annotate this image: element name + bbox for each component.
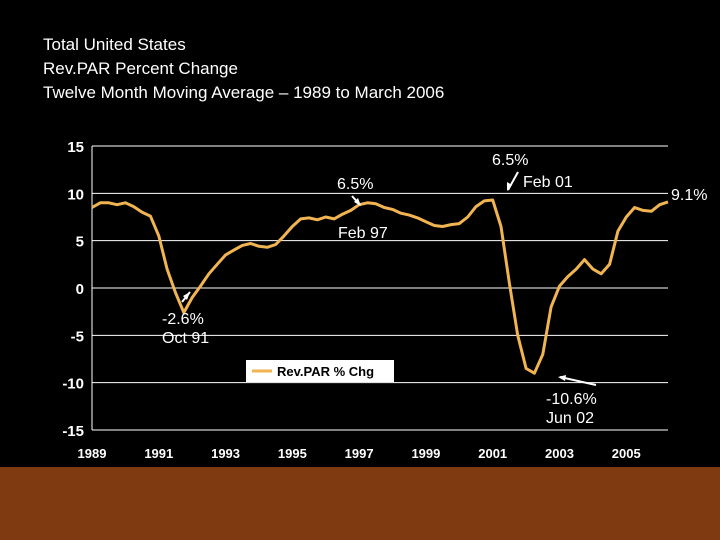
arrowhead-jun02 [558, 375, 566, 381]
annotation-jun02-date: Jun 02 [546, 410, 594, 427]
series-layer [91, 198, 669, 375]
annotation-oct91-value: -2.6% [162, 311, 204, 328]
annotation-arrowheads [183, 182, 566, 381]
annotation-feb97-date: Feb 97 [338, 225, 388, 242]
annotation-feb97-value: 6.5% [337, 176, 373, 193]
x-tick-label: 2003 [545, 446, 574, 461]
title-line-2: Rev.PAR Percent Change [43, 59, 238, 78]
chart-title: Total United States Rev.PAR Percent Chan… [43, 33, 444, 105]
revpar-line-chart: 15 10 5 0 -5 -10 -15 1989 1991 1993 1995 1997 1999 2… [62, 139, 707, 461]
annotation-arrows [181, 171, 597, 386]
y-tick-label: -5 [71, 328, 84, 345]
y-tick-label: 15 [67, 139, 84, 156]
y-tick-label: 10 [67, 186, 84, 203]
x-tick-label: 1997 [345, 446, 374, 461]
grid-lines [91, 145, 668, 431]
arrowhead-feb01 [507, 182, 512, 191]
x-tick-label: 1989 [78, 446, 107, 461]
y-tick-label: 0 [76, 281, 84, 298]
y-axis-ticks: 15 10 5 0 -5 -10 -15 [62, 139, 84, 440]
series-line-revpar [91, 198, 669, 375]
annotation-feb01-value: 6.5% [492, 152, 528, 169]
y-tick-label: -10 [62, 376, 84, 393]
y-tick-label: 5 [76, 234, 84, 251]
x-tick-label: 1993 [211, 446, 240, 461]
title-line-1: Total United States [43, 35, 186, 54]
legend: Rev.PAR % Chg [246, 360, 394, 382]
annotation-oct91-date: Oct 91 [162, 330, 209, 347]
annotation-feb01-date: Feb 01 [523, 174, 573, 191]
x-tick-label: 2001 [478, 446, 507, 461]
footer-band [0, 467, 720, 540]
legend-label: Rev.PAR % Chg [277, 364, 374, 379]
arrowhead-feb97 [354, 198, 361, 206]
title-line-3: Twelve Month Moving Average – 1989 to Ma… [43, 83, 445, 102]
annotation-mar06-value: 9.1% [671, 187, 707, 204]
x-tick-label: 1995 [278, 446, 307, 461]
x-tick-label: 1991 [144, 446, 173, 461]
arrow-jun02 [559, 376, 597, 386]
arrowhead-oct91 [183, 292, 190, 300]
x-tick-label: 2005 [612, 446, 641, 461]
legend-box [246, 360, 394, 382]
annotation-jun02-value: -10.6% [546, 391, 597, 408]
y-tick-label: -15 [62, 423, 84, 440]
x-tick-label: 1999 [411, 446, 440, 461]
x-axis-ticks: 1989 1991 1993 1995 1997 1999 2001 2003 2005 [78, 446, 641, 461]
